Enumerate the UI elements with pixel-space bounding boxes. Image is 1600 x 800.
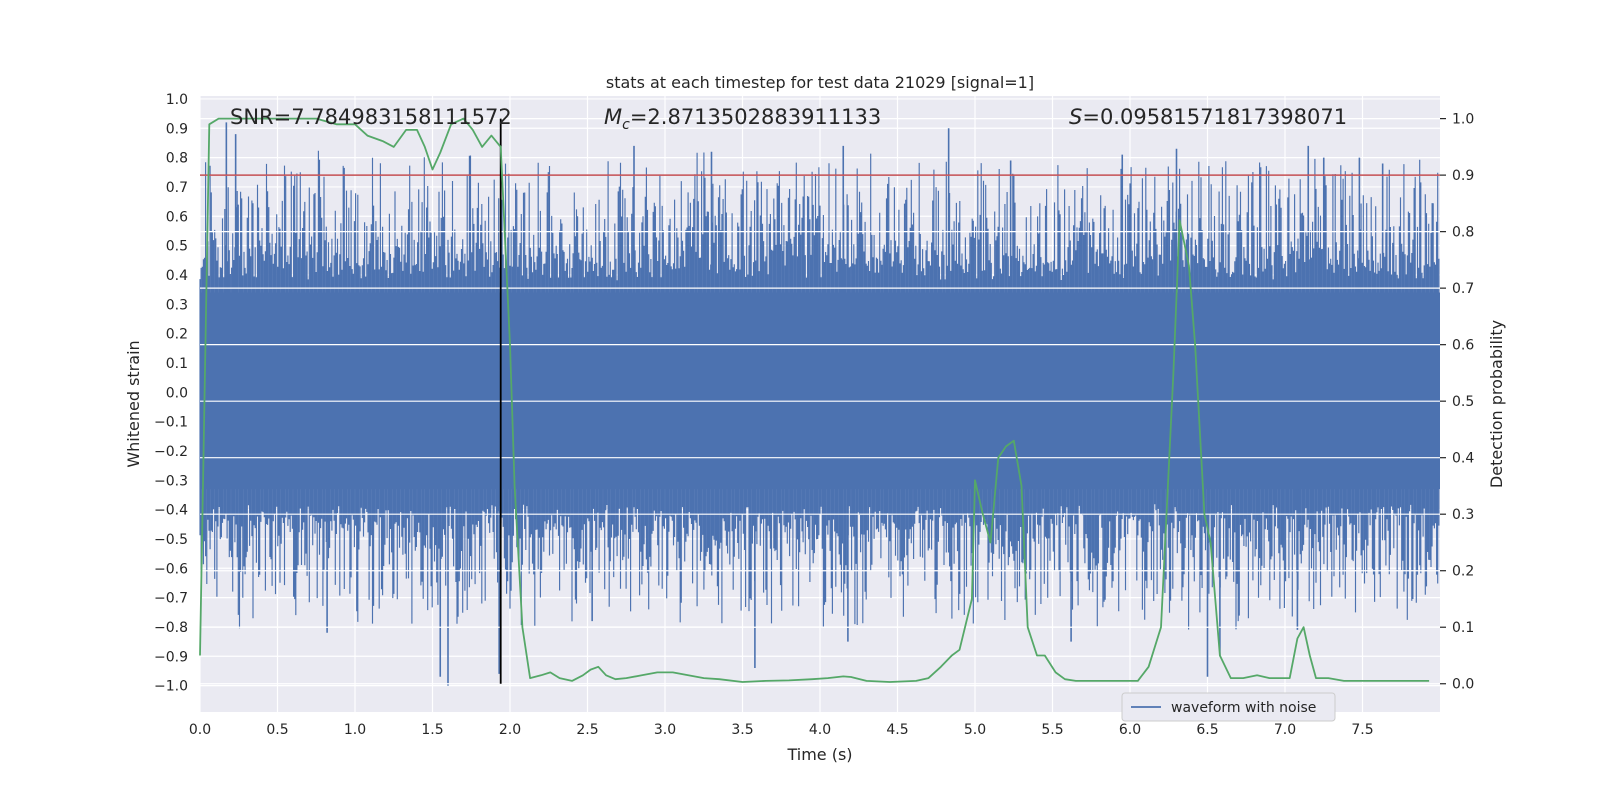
y-right-tick-label: 0.4 [1452,451,1474,467]
mc-symbol: M [604,105,622,129]
mc-annotation: Mc=2.8713502883911133 [604,105,881,133]
y-left-tick-label: 0.2 [166,327,188,343]
y-right-tick-label: 0.1 [1452,620,1474,636]
y-left-tick-label: 0.5 [166,239,188,255]
y-left-tick-label: −0.3 [154,473,188,489]
y-left-tick-label: 1.0 [166,92,188,108]
x-tick-label: 5.0 [964,722,986,738]
y-right-tick-label: 0.5 [1452,394,1474,410]
y-right-tick-label: 1.0 [1452,112,1474,128]
y-axis-right-label: Detection probability [1487,320,1506,488]
x-tick-label: 2.5 [576,722,598,738]
y-left-tick-label: 0.9 [166,121,188,137]
probability-line [199,117,1430,683]
y-left-tick-label: 0.1 [166,356,188,372]
y-right-tick-label: 0.3 [1452,507,1474,523]
y-left-tick-label: 0.7 [166,180,188,196]
mc-value: =2.8713502883911133 [630,105,881,129]
x-tick-label: 4.0 [809,722,831,738]
x-axis-label: Time (s) [786,745,852,764]
x-tick-label: 1.0 [344,722,366,738]
x-tick-label: 3.0 [654,722,676,738]
y-left-tick-label: 0.6 [166,209,188,225]
probability-series [199,117,1430,683]
snr-annotation: SNR=7.784983158111572 [230,105,512,129]
x-tick-label: 4.5 [886,722,908,738]
x-tick-label: 2.0 [499,722,521,738]
x-tick-label: 0.0 [189,722,211,738]
x-tick-label: 3.5 [731,722,753,738]
s-symbol: S [1069,105,1082,129]
chart-title: stats at each timestep for test data 210… [606,73,1034,92]
x-tick-label: 5.5 [1041,722,1063,738]
y-left-tick-label: −0.4 [154,503,188,519]
legend-label-waveform: waveform with noise [1171,700,1316,716]
y-left-tick-label: 0.8 [166,151,188,167]
y-left-tick-label: −0.6 [154,561,188,577]
y-right-tick-label: 0.2 [1452,564,1474,580]
s-value: =0.09581571817398071 [1082,105,1347,129]
y-right-tick-label: 0.8 [1452,225,1474,241]
y-left-tick-label: 0.0 [166,385,188,401]
legend-box [1121,692,1336,722]
y-right-tick-label: 0.6 [1452,338,1474,354]
y-right-tick-label: 0.0 [1452,677,1474,693]
y-left-tick-label: −0.9 [154,649,188,665]
y-left-tick-label: 0.3 [166,297,188,313]
y-left-tick-label: −0.1 [154,415,188,431]
x-tick-label: 0.5 [266,722,288,738]
y-axis-left-label: Whitened strain [124,340,143,467]
y-right-tick-label: 0.9 [1452,168,1474,184]
y-left-tick-label: −0.5 [154,532,188,548]
waveform-series [199,122,1440,686]
waveform-core [200,292,1440,490]
x-tick-label: 7.5 [1351,722,1373,738]
s-annotation: S=0.09581571817398071 [1069,105,1347,129]
y-left-tick-label: 0.4 [166,268,188,284]
y-left-tick-label: −1.0 [154,679,188,695]
overlays [200,118,1440,685]
axes: 0.0 0.5 1.0 1.5 2.0 2.5 3.0 3.5 4.0 4.5 5.0 5.5 6.0 6… [154,92,1474,738]
x-tick-label: 6.0 [1119,722,1141,738]
mc-subscript: c [622,117,630,133]
y-left-tick-label: −0.8 [154,620,188,636]
legend: waveform with noise [1121,692,1336,722]
x-tick-label: 6.5 [1196,722,1218,738]
y-right-tick-label: 0.7 [1452,281,1474,297]
x-tick-label: 1.5 [421,722,443,738]
y-left-tick-label: −0.7 [154,591,188,607]
y-left-tick-label: −0.2 [154,444,188,460]
x-tick-label: 7.0 [1274,722,1296,738]
